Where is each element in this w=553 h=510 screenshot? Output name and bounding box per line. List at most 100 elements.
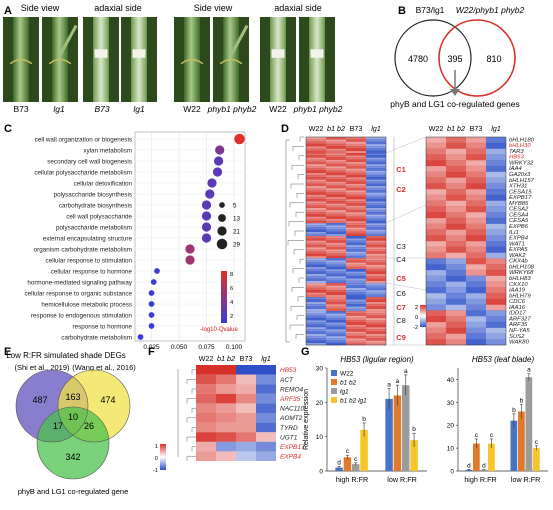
heatmap-cell bbox=[346, 260, 366, 263]
heatmap-cell bbox=[446, 206, 466, 213]
photo-label-lg1: lg1 bbox=[53, 104, 65, 114]
heatmap-cell bbox=[346, 290, 366, 293]
stem-image bbox=[309, 17, 325, 102]
heatmap-cell bbox=[466, 223, 486, 230]
heatmap-cell bbox=[466, 287, 486, 294]
heatmap-cell bbox=[256, 374, 276, 385]
heatmap-cell bbox=[326, 238, 346, 241]
heatmap-cell bbox=[326, 157, 346, 160]
heatmap-cell bbox=[326, 196, 346, 200]
heatmap-cell bbox=[466, 154, 486, 161]
dendrogram-branch bbox=[186, 455, 196, 461]
venn3-count-ab: 163 bbox=[65, 392, 80, 402]
heatmap-cell bbox=[306, 161, 326, 165]
heatmap-cell bbox=[426, 212, 446, 219]
heatmap-cell bbox=[346, 229, 366, 232]
go-term-dot bbox=[185, 244, 195, 254]
heatmap-cell bbox=[326, 342, 346, 346]
heatmap-cell bbox=[326, 306, 346, 309]
heatmap-cell bbox=[346, 269, 366, 272]
heatmap-cell bbox=[196, 403, 216, 413]
photo-label-w22-adaxial: W22 bbox=[269, 104, 287, 114]
gene-label: ARF35 bbox=[279, 396, 301, 403]
go-term-label: cell wall organization or biogenesis bbox=[35, 137, 132, 144]
dotplot-frame bbox=[134, 131, 246, 342]
heatmap-cell bbox=[346, 315, 366, 319]
ligule-patch bbox=[132, 49, 146, 58]
heatmap-cell bbox=[306, 333, 326, 337]
gene-label: bHLH30 bbox=[509, 143, 531, 149]
heatmap-cell bbox=[446, 252, 466, 259]
heatmap-cell bbox=[346, 320, 366, 323]
heatmap-cell bbox=[446, 339, 466, 346]
heatmap-cell bbox=[236, 432, 256, 442]
heatmap-cell bbox=[306, 196, 326, 200]
column-header: b1 b2 bbox=[327, 124, 345, 133]
heatmap-cell bbox=[196, 393, 216, 404]
heatmap-cell bbox=[326, 264, 346, 268]
heatmap-cell bbox=[306, 227, 326, 230]
go-term-label: carbohydrate metabolism bbox=[61, 335, 132, 342]
go-term-dot bbox=[212, 167, 223, 177]
cluster-label: C4 bbox=[396, 255, 406, 264]
heatmap-cell bbox=[446, 183, 466, 190]
heatmap-cell bbox=[326, 172, 346, 176]
heatmap-cell bbox=[446, 287, 466, 294]
bar bbox=[343, 457, 352, 471]
gene-label: EXPB4 bbox=[280, 454, 301, 461]
heatmap-cell bbox=[326, 177, 346, 180]
heatmap-cell bbox=[366, 155, 386, 158]
heatmap-cell bbox=[326, 266, 346, 270]
colorbar-tick: 2 bbox=[230, 314, 233, 320]
heatmap-cell bbox=[326, 324, 346, 328]
heatmap-cell bbox=[466, 212, 486, 219]
heatmap-cell bbox=[366, 227, 386, 230]
venn-set2-label: W22/phyb1 phyb2 bbox=[456, 5, 525, 15]
significance-letter: a bbox=[396, 378, 400, 385]
heatmap-cell bbox=[216, 393, 236, 404]
heatmap-cell bbox=[426, 298, 446, 305]
venn3-count-c: 342 bbox=[65, 452, 80, 462]
bar bbox=[533, 448, 540, 471]
heatmap-cell bbox=[306, 220, 326, 224]
significance-letter: c bbox=[346, 448, 350, 455]
heatmap-cell bbox=[466, 339, 486, 346]
heatmap-cell bbox=[306, 205, 326, 208]
heatmap-cell bbox=[306, 317, 326, 321]
heatmap-cell bbox=[446, 327, 466, 334]
heatmap-cell bbox=[366, 308, 386, 312]
heatmap-cell bbox=[256, 422, 276, 433]
venn-set1-label: B73/lg1 bbox=[416, 5, 445, 15]
heatmap-cell bbox=[326, 201, 346, 204]
heatmap-cell bbox=[486, 200, 506, 207]
gene-label: bHLH180 bbox=[509, 137, 535, 143]
heatmap-cell bbox=[486, 246, 506, 253]
heatmap-cell bbox=[326, 262, 346, 265]
heatmap-cell bbox=[236, 403, 256, 413]
gene-label: WAK80 bbox=[509, 340, 530, 346]
colorbar-tick: 1 bbox=[155, 444, 158, 450]
bar bbox=[488, 443, 495, 471]
heatmap-cell bbox=[306, 225, 326, 228]
heatmap-cell bbox=[486, 269, 506, 276]
heatmap-cell bbox=[326, 194, 346, 198]
heatmap-cell bbox=[446, 333, 466, 340]
dendrogram-branch bbox=[299, 258, 304, 264]
venn3-count-bc: 26 bbox=[84, 421, 94, 431]
heatmap-cell bbox=[366, 216, 386, 219]
cluster-label: C2 bbox=[396, 185, 406, 194]
heatmap-cell bbox=[486, 189, 506, 195]
venn-caption: phyB and LG1 co-regulated genes bbox=[390, 99, 519, 109]
heatmap-cell bbox=[446, 160, 466, 167]
panel-label-a: A bbox=[4, 5, 12, 17]
heatmap-cell bbox=[366, 153, 386, 156]
heatmap-cell bbox=[306, 299, 326, 302]
heatmap-cell bbox=[256, 451, 276, 461]
dendrogram-branch bbox=[298, 277, 304, 283]
heatmap-cell bbox=[486, 148, 506, 155]
heatmap-cell bbox=[306, 181, 326, 184]
heatmap-cell bbox=[366, 251, 386, 254]
heatmap-cell bbox=[326, 148, 346, 152]
heatmap-cell bbox=[346, 157, 366, 160]
gene-label: CESA4 bbox=[509, 212, 529, 218]
